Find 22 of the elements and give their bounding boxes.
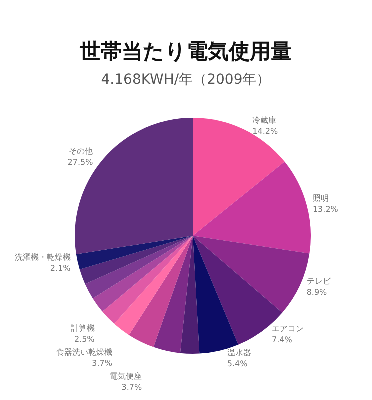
data-label: 3.7%	[122, 382, 142, 392]
data-label: 14.2%	[252, 126, 278, 136]
slice-label: 温水器	[227, 348, 252, 358]
slice-label: 電気便座	[110, 372, 142, 381]
chart-subtitle: 4.168KWH/年（2009年）	[101, 72, 271, 88]
data-label: 8.9%	[306, 288, 328, 297]
slice-label: 洗濯機・乾燥機	[14, 252, 71, 262]
slice-label: 食器洗い乾燥機	[56, 348, 112, 357]
slice-label: エアコン	[272, 324, 304, 334]
slice-label: テレビ	[306, 276, 332, 286]
data-label: 5.4%	[227, 360, 248, 369]
data-label: 7.4%	[272, 336, 293, 345]
data-label: 3.7%	[92, 358, 113, 368]
slice-label: 計算機	[70, 324, 95, 333]
slice-label: 冷蔵庫	[252, 116, 277, 125]
data-label: 27.5%	[68, 158, 94, 167]
slice-label: 照明	[312, 194, 329, 204]
slice-label: その他	[69, 146, 94, 156]
data-label: 13.2%	[312, 205, 339, 214]
chart-title: 世帯当たり電気使用量	[79, 40, 292, 64]
data-label: 2.1%	[50, 264, 72, 273]
data-label: 2.5%	[74, 334, 96, 344]
